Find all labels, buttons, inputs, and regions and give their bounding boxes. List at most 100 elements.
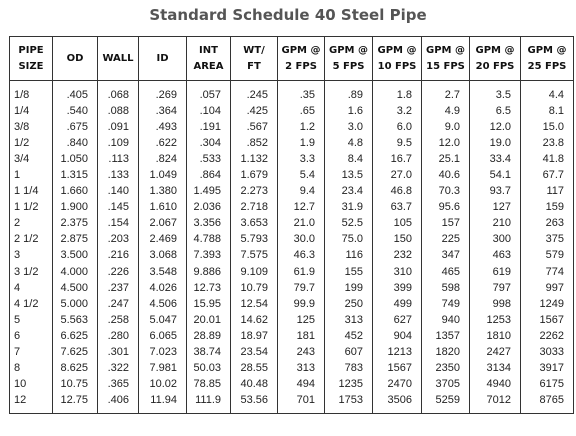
- table-cell: 10.79: [230, 280, 278, 297]
- table-cell: 4.8: [324, 135, 373, 152]
- pipe-size-cell: 3/8: [9, 119, 53, 136]
- table-cell: 7.023: [138, 344, 187, 361]
- table-cell: 7.625: [52, 344, 98, 361]
- table-cell: 127: [469, 199, 521, 216]
- table-cell: 2.273: [230, 183, 278, 200]
- table-cell: .140: [97, 183, 139, 200]
- table-cell: 3.3: [277, 151, 325, 168]
- table-cell: .245: [230, 80, 278, 104]
- table-cell: 6.5: [469, 103, 521, 120]
- table-cell: 1235: [324, 376, 373, 393]
- pipe-size-cell: 7: [9, 344, 53, 361]
- table-cell: 52.5: [324, 215, 373, 232]
- table-row: 8 8.625.322 7.981 50.03 28.55 313 783 1567 2350 3…: [9, 360, 574, 377]
- table-cell: 2.875: [52, 231, 98, 248]
- table-cell: 46.3: [277, 247, 325, 265]
- table-cell: 6.065: [138, 328, 187, 345]
- pipe-size-cell: 2: [9, 215, 53, 232]
- table-row: 1/4.540.088.364.104.425.65 1.6 3.2 4.9 6.5 8.…: [9, 103, 574, 120]
- table-cell: 7.575: [230, 247, 278, 265]
- table-cell: 116: [324, 247, 373, 265]
- table-cell: 159: [520, 199, 574, 216]
- table-cell: 3.068: [138, 247, 187, 265]
- table-cell: .35: [277, 80, 325, 104]
- table-cell: 25.1: [421, 151, 470, 168]
- table-cell: 1.050: [52, 151, 98, 168]
- table-cell: 1820: [421, 344, 470, 361]
- table-cell: 8.4: [324, 151, 373, 168]
- table-cell: 619: [469, 264, 521, 281]
- table-cell: 2.7: [421, 80, 470, 104]
- pipe-size-cell: 8: [9, 360, 53, 377]
- table-cell: 23.54: [230, 344, 278, 361]
- table-cell: 40.6: [421, 167, 470, 184]
- table-cell: 12.0: [469, 119, 521, 136]
- table-row: 1 1/2 1.900.145 1.610 2.036 2.718 12.7 31.9 63.…: [9, 199, 574, 216]
- table-cell: 50.03: [186, 360, 231, 377]
- table-cell: .364: [138, 103, 187, 120]
- table-row: 1/2.840.109.622.304.852 1.9 4.8 9.5 12.0 19.0…: [9, 135, 574, 152]
- table-cell: 6175: [520, 376, 574, 393]
- table-cell: .216: [97, 247, 139, 265]
- table-cell: .133: [97, 167, 139, 184]
- table-cell: 243: [277, 344, 325, 361]
- table-cell: 9.0: [421, 119, 470, 136]
- table-cell: 774: [520, 264, 574, 281]
- table-cell: 5.563: [52, 312, 98, 329]
- table-cell: 9.5: [372, 135, 422, 152]
- table-cell: .304: [186, 135, 231, 152]
- table-cell: 3.0: [324, 119, 373, 136]
- table-cell: .406: [97, 392, 139, 414]
- table-cell: 5.000: [52, 296, 98, 313]
- table-cell: .405: [52, 80, 98, 104]
- table-cell: .109: [97, 135, 139, 152]
- table-cell: 46.8: [372, 183, 422, 200]
- column-header: ID: [138, 36, 187, 81]
- column-header-label: GPM @ 2 FPS: [281, 44, 321, 72]
- table-cell: 3.500: [52, 247, 98, 265]
- pipe-size-cell: 3/4: [9, 151, 53, 168]
- table-cell: 199: [324, 280, 373, 297]
- column-header: GPM @ 5 FPS: [324, 36, 373, 81]
- column-header-label: INT AREA: [193, 44, 224, 72]
- table-cell: .301: [97, 344, 139, 361]
- table-cell: 150: [372, 231, 422, 248]
- table-cell: 117: [520, 183, 574, 200]
- table-cell: .622: [138, 135, 187, 152]
- table-cell: 12.75: [52, 392, 98, 414]
- table-cell: 4.506: [138, 296, 187, 313]
- table-cell: 2.375: [52, 215, 98, 232]
- table-cell: 5.793: [230, 231, 278, 248]
- pipe-size-cell: 5: [9, 312, 53, 329]
- table-cell: 399: [372, 280, 422, 297]
- table-row: 5 5.563.258 5.047 20.01 14.62 125 313 627 940 125…: [9, 312, 574, 329]
- table-cell: .258: [97, 312, 139, 329]
- table-cell: .493: [138, 119, 187, 136]
- table-cell: 5.4: [277, 167, 325, 184]
- table-row: 3 1/2 4.000.226 3.548 9.886 9.109 61.9 155 310 4…: [9, 264, 574, 281]
- table-cell: 33.4: [469, 151, 521, 168]
- table-cell: 6.625: [52, 328, 98, 345]
- table-cell: .322: [97, 360, 139, 377]
- table-cell: 7.393: [186, 247, 231, 265]
- table-cell: 463: [469, 247, 521, 265]
- pipe-size-cell: 6: [9, 328, 53, 345]
- table-cell: 30.0: [277, 231, 325, 248]
- table-row: 1/8.405.068.269.057.245.35.89 1.8 2.7 3.5 4.…: [9, 80, 574, 104]
- pipe-size-cell: 3: [9, 247, 53, 265]
- table-row: 4 1/2 5.000.247 4.506 15.95 12.54 99.9 250 499 7…: [9, 296, 574, 313]
- table-cell: 8.1: [520, 103, 574, 120]
- table-cell: 2.067: [138, 215, 187, 232]
- table-cell: 63.7: [372, 199, 422, 216]
- table-cell: 1.495: [186, 183, 231, 200]
- table-cell: 41.8: [520, 151, 574, 168]
- table-cell: 2.469: [138, 231, 187, 248]
- table-cell: 1.679: [230, 167, 278, 184]
- table-cell: 3134: [469, 360, 521, 377]
- table-cell: 125: [277, 312, 325, 329]
- column-header-label: WALL: [102, 52, 134, 64]
- table-cell: 797: [469, 280, 521, 297]
- table-cell: 105: [372, 215, 422, 232]
- table-cell: 12.54: [230, 296, 278, 313]
- table-cell: 38.74: [186, 344, 231, 361]
